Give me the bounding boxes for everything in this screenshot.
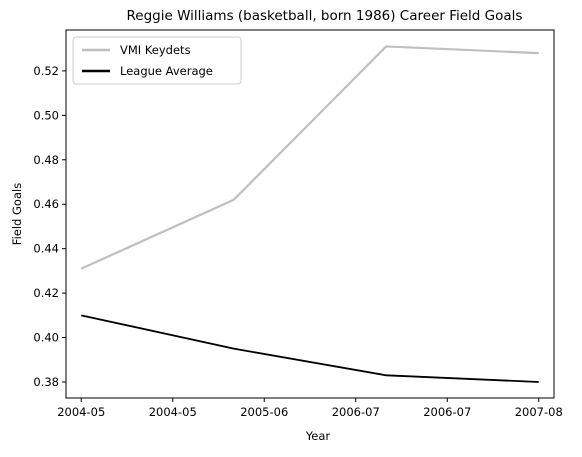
series-layer (80, 45, 539, 383)
y-tick-label: 0.44 (33, 242, 59, 256)
legend-box (72, 36, 242, 85)
y-axis-label: Field Goals (10, 183, 24, 245)
y-tick-label: 0.42 (33, 286, 59, 300)
legend: VMI Keydets League Average (72, 36, 242, 85)
y-tick-label: 0.40 (33, 331, 59, 345)
series-line-vmi-keydets (80, 45, 539, 270)
y-tick-label: 0.50 (33, 108, 59, 122)
legend-label-league-average: League Average (120, 64, 213, 78)
x-axis: 2004-05 2004-05 2005-06 2006-07 2006-07 2007-… (57, 398, 563, 419)
y-axis: 0.38 0.40 0.42 0.44 0.46 0.48 0.50 0.52 (33, 64, 66, 389)
y-tick-label: 0.38 (33, 375, 59, 389)
x-tick-label: 2004-05 (149, 405, 197, 419)
y-tick-label: 0.46 (33, 197, 59, 211)
legend-label-vmi-keydets: VMI Keydets (120, 43, 191, 57)
plot-frame (65, 29, 555, 399)
y-tick-label: 0.52 (33, 64, 59, 78)
x-tick-label: 2006-07 (332, 405, 380, 419)
chart-title: Reggie Williams (basketball, born 1986) … (127, 8, 523, 24)
y-tick-label: 0.48 (33, 153, 59, 167)
x-tick-label: 2005-06 (240, 405, 288, 419)
x-tick-label: 2004-05 (57, 405, 105, 419)
series-line-league-average (81, 314, 539, 383)
x-tick-label: 2006-07 (423, 405, 471, 419)
x-axis-label: Year (305, 429, 331, 443)
x-tick-label: 2007-08 (515, 405, 563, 419)
